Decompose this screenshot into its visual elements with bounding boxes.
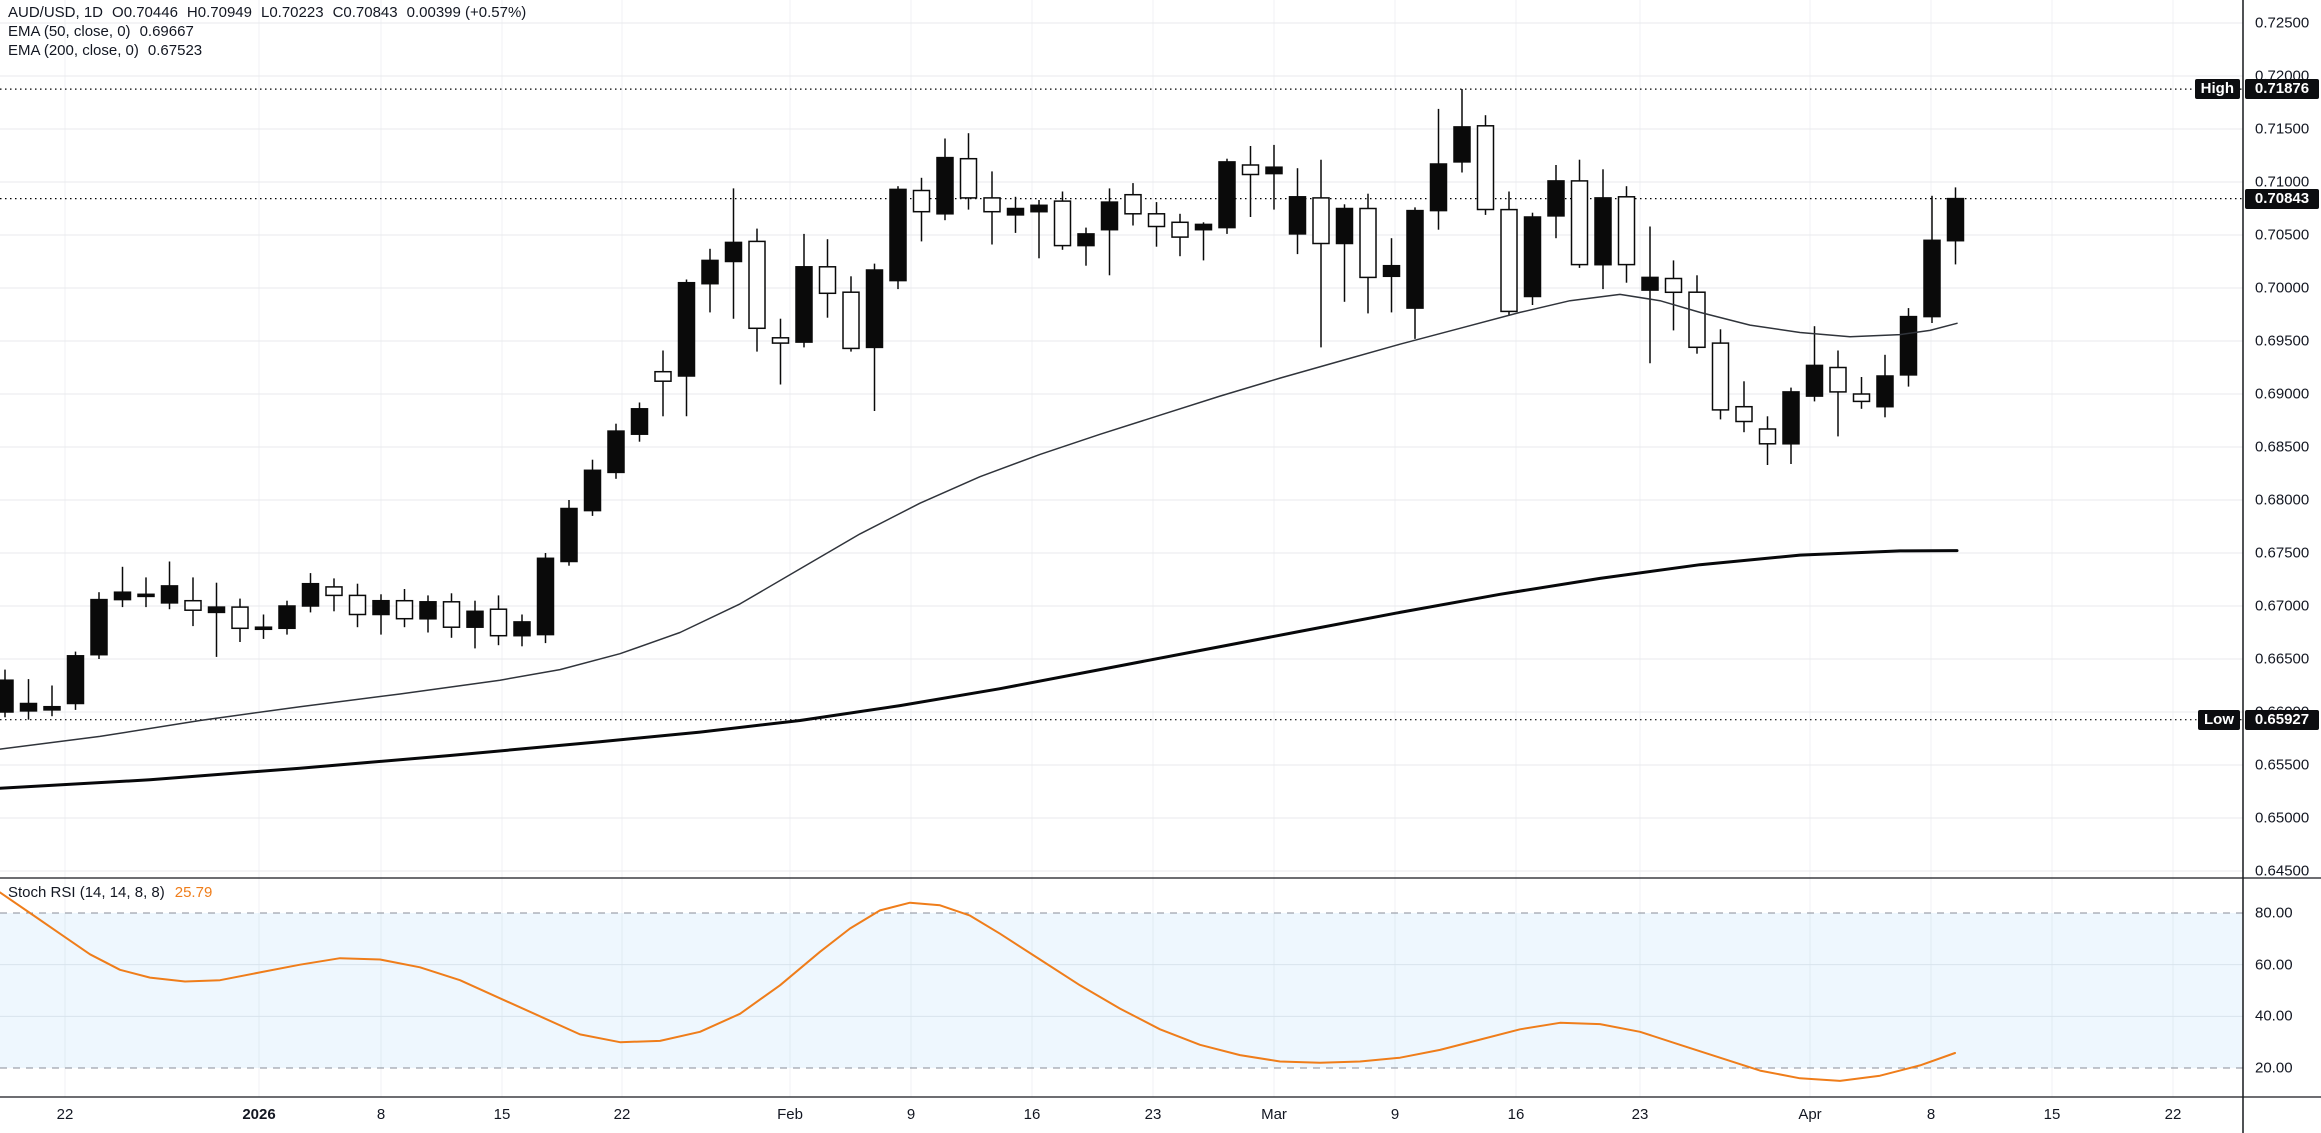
time-axis-label: 2026 (242, 1106, 276, 1123)
time-axis-label: Apr (1798, 1106, 1822, 1123)
price-axis-label: 0.67000 (2255, 597, 2310, 615)
change-value: 0.00399 (+0.57%) (406, 4, 527, 21)
ema200-legend-row[interactable]: EMA (200, close, 0) 0.67523 (8, 42, 538, 60)
time-axis-label: 23 (1631, 1106, 1649, 1123)
time-axis-label: 22 (2164, 1106, 2182, 1123)
ema50-value: 0.69667 (139, 23, 194, 40)
ema50-label: EMA (50, close, 0) (8, 23, 131, 40)
low-marker-price: 0.65927 (2245, 709, 2319, 730)
stoch-rsi-value: 25.79 (174, 884, 213, 901)
price-axis-label: 0.72500 (2255, 14, 2310, 32)
price-axis-label: 0.69500 (2255, 332, 2310, 350)
symbol-legend-row[interactable]: AUD/USD, 1D O0.70446 H0.70949 L0.70223 C0.70… (8, 4, 538, 22)
time-axis-label: 22 (56, 1106, 74, 1123)
time-axis-label: 22 (613, 1106, 631, 1123)
price-axis-label: 0.69000 (2255, 385, 2310, 403)
time-axis-label: 23 (1144, 1106, 1162, 1123)
time-axis-label: 15 (493, 1106, 511, 1123)
price-axis-label: 0.71000 (2255, 173, 2310, 191)
time-axis-label: Mar (1261, 1106, 1287, 1123)
price-axis-label: 0.64500 (2255, 862, 2310, 880)
low-value: L0.70223 (260, 4, 324, 21)
time-axis-label: 8 (376, 1106, 386, 1123)
stoch-axis-label: 80.00 (2255, 904, 2293, 922)
ema50-legend-row[interactable]: EMA (50, close, 0) 0.69667 (8, 23, 538, 41)
price-axis-label: 0.68500 (2255, 438, 2310, 456)
chart-legend: AUD/USD, 1D O0.70446 H0.70949 L0.70223 C0.70… (8, 4, 538, 61)
high-marker-label: High (2194, 79, 2240, 100)
price-axis-label: 0.68000 (2255, 491, 2310, 509)
time-axis-label: Feb (777, 1106, 803, 1123)
price-axis-label: 0.65500 (2255, 756, 2310, 774)
stoch-rsi-legend-row[interactable]: Stoch RSI (14, 14, 8, 8) 25.79 (8, 884, 212, 901)
time-axis-label: 16 (1023, 1106, 1041, 1123)
low-marker-label: Low (2198, 709, 2240, 730)
ema200-value: 0.67523 (147, 42, 203, 59)
ema200-label: EMA (200, close, 0) (8, 42, 139, 59)
time-axis-label: 9 (906, 1106, 916, 1123)
time-axis-label: 15 (2043, 1106, 2061, 1123)
price-axis-label: 0.71500 (2255, 120, 2310, 138)
price-axis-label: 0.66500 (2255, 650, 2310, 668)
stoch-rsi-label: Stoch RSI (14, 14, 8, 8) (8, 884, 165, 901)
price-axis-label: 0.70500 (2255, 226, 2310, 244)
open-value: O0.70446 (112, 4, 178, 21)
close-value: C0.70843 (332, 4, 398, 21)
high-value: H0.70949 (186, 4, 252, 21)
time-axis-label: 16 (1507, 1106, 1525, 1123)
stoch-axis-label: 20.00 (2255, 1059, 2293, 1077)
price-axis-label: 0.67500 (2255, 544, 2310, 562)
high-marker-price: 0.71876 (2245, 79, 2319, 100)
stoch-axis-label: 40.00 (2255, 1007, 2293, 1025)
price-axis-label: 0.65000 (2255, 809, 2310, 827)
time-axis-label: 9 (1390, 1106, 1400, 1123)
time-axis-label: 8 (1926, 1106, 1936, 1123)
stoch-axis-label: 60.00 (2255, 956, 2293, 974)
last-price-tag: 0.70843 (2245, 188, 2319, 209)
price-axis-label: 0.70000 (2255, 279, 2310, 297)
symbol-title: AUD/USD, 1D (8, 4, 104, 21)
